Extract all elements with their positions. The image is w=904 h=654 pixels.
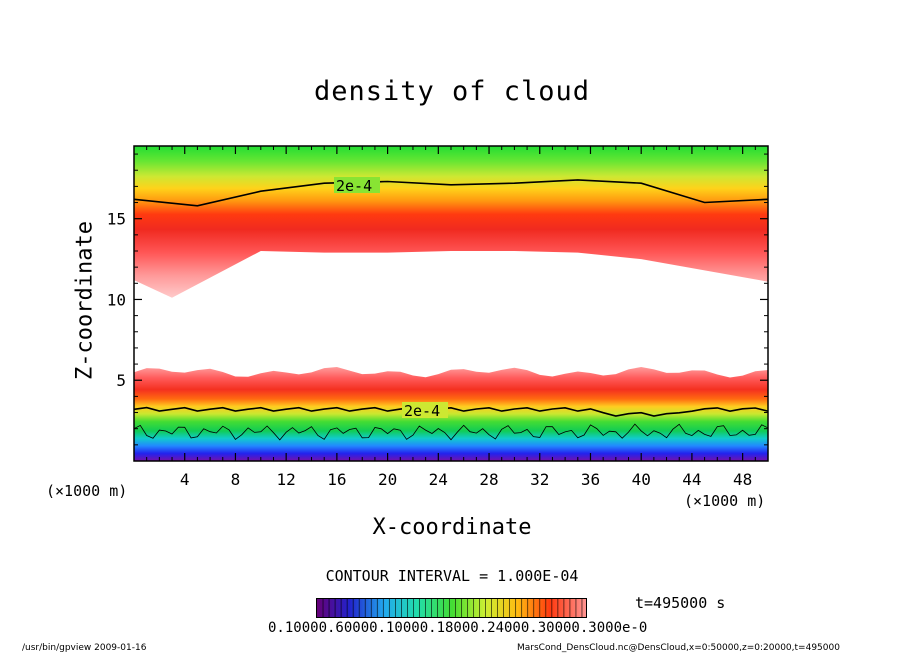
x-tick-label: 12 — [277, 470, 296, 489]
x-tick-label: 20 — [378, 470, 397, 489]
x-tick-label: 4 — [180, 470, 190, 489]
footer-right: MarsCond_DensCloud.nc@DensCloud,x=0:5000… — [517, 643, 840, 653]
time-label: t=495000 s — [635, 594, 726, 612]
x-unit-right: (×1000 m) — [684, 492, 766, 510]
y-tick-label: 5 — [116, 371, 126, 390]
x-tick-label: 48 — [733, 470, 752, 489]
x-axis-ticks: 4 8 12 16 20 24 28 32 36 40 44 48 — [146, 146, 756, 489]
contour-interval: CONTOUR INTERVAL = 1.000E-04 — [325, 567, 579, 585]
x-tick-label: 16 — [327, 470, 346, 489]
y-axis-label: Z-coordinate — [72, 221, 98, 380]
upper-cloud-fill — [134, 146, 768, 298]
y-axis-ticks: 5 10 15 — [107, 153, 768, 446]
x-tick-label: 28 — [479, 470, 498, 489]
colorbar-labels: 0.10000.60000.10000.18000.24000.30000.30… — [268, 620, 648, 636]
contour-label-lower: 2e-4 — [404, 402, 440, 420]
y-tick-label: 10 — [107, 290, 126, 309]
y-tick-label: 15 — [107, 210, 126, 229]
footer-left: /usr/bin/gpview 2009-01-16 — [22, 643, 147, 653]
x-tick-label: 24 — [429, 470, 448, 489]
x-axis-label: X-coordinate — [372, 515, 532, 540]
colorbar — [316, 598, 587, 618]
lower-2e-4-contour — [134, 406, 768, 417]
x-tick-label: 44 — [682, 470, 701, 489]
x-unit-left: (×1000 m) — [46, 482, 128, 500]
chart-title: density of cloud — [313, 76, 591, 107]
colorbar-swatches — [317, 599, 586, 617]
x-tick-label: 36 — [581, 470, 600, 489]
x-tick-label: 8 — [231, 470, 241, 489]
contour-label-bg-upper — [334, 177, 380, 193]
contour-label-upper: 2e-4 — [336, 177, 372, 195]
upper-2e-4-contour — [134, 179, 768, 207]
contour-label-bg-lower — [402, 402, 448, 418]
x-tick-label: 40 — [632, 470, 651, 489]
x-tick-label: 32 — [530, 470, 549, 489]
lower-cloud-fill — [134, 367, 768, 461]
lower-secondary-contour — [134, 423, 768, 441]
